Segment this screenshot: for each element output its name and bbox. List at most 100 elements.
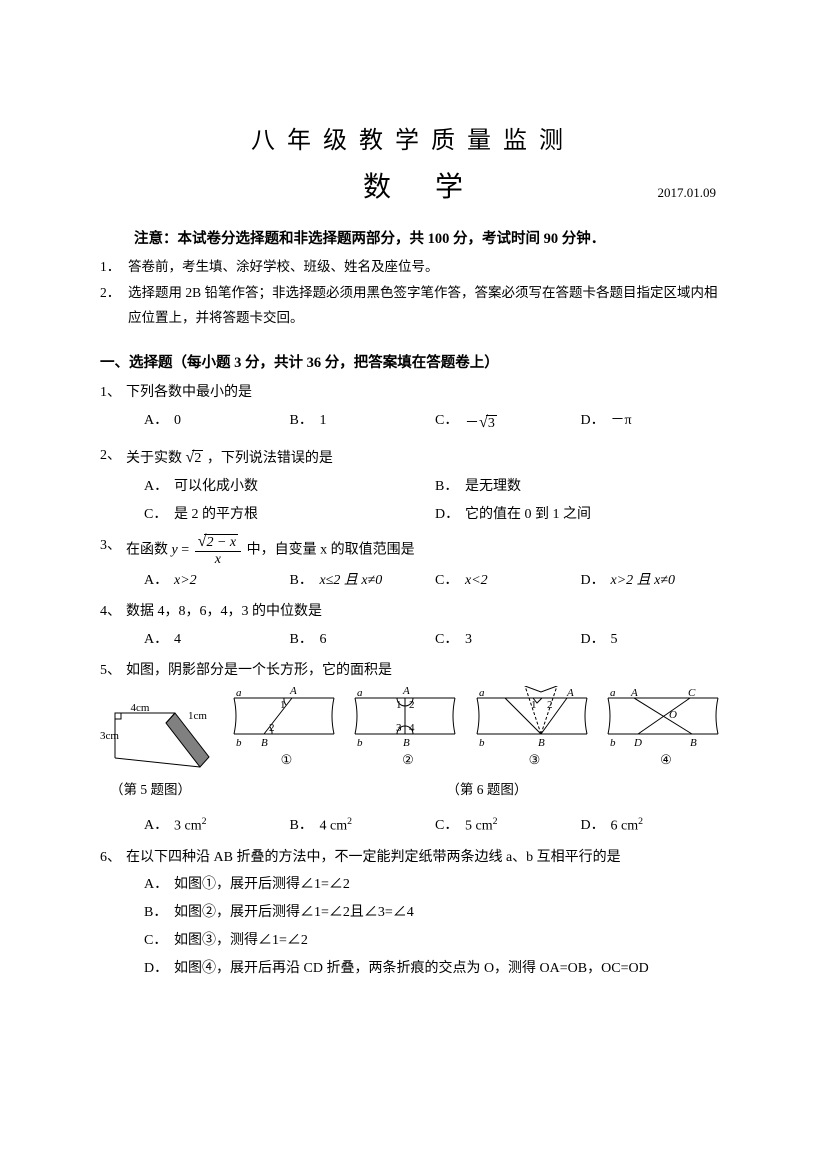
opt-label: B． [435,473,465,501]
opt-label: A． [144,473,174,501]
exam-date: 2017.01.09 [658,185,717,201]
svg-text:O: O [669,709,677,721]
opt-label: B． [290,407,320,439]
fold-diagram-icon: a b A B 1 2 [475,686,595,748]
question-4: 4、 数据 4，8，6，4，3 的中位数是 A．4 B．6 C．3 D．5 [100,599,726,654]
opt-c: x<2 [465,567,488,595]
opt-d: x>2 且 x≠0 [611,567,676,595]
svg-text:1: 1 [280,699,286,711]
svg-text:b: b [357,737,363,748]
caption-q6: （第 6 题图） [248,777,726,803]
figure-2: a b A B 1 2 3 4 ② [353,686,463,773]
svg-text:A: A [566,687,574,699]
q-num: 5、 [100,658,126,685]
opt-d: 6 cm2 [611,812,644,841]
opt-label: A． [144,407,174,439]
opt-label: A． [144,567,174,595]
svg-text:1cm: 1cm [188,710,207,722]
q-num: 1、 [100,380,126,407]
opt-label: C． [435,407,465,439]
svg-text:a: a [236,687,242,699]
opt-d: 如图④，展开后再沿 CD 折叠，两条折痕的交点为 O，测得 OA=OB，OC=O… [174,955,649,983]
opt-label: D． [144,955,174,983]
options: A．4 B．6 C．3 D．5 [100,626,726,654]
svg-text:b: b [479,737,485,748]
question-3: 3、 在函数 y = √2 − x x 中，自变量 x 的取值范围是 A．x>2… [100,533,726,595]
opt-label: D． [581,407,611,439]
opt-label: C． [435,812,465,841]
opt-label: B． [290,626,320,654]
opt-b: 6 [320,626,327,654]
options: A．可以化成小数 B．是无理数 [100,473,726,501]
rules-list: 1． 答卷前，考生填、涂好学校、班级、姓名及座位号。 2． 选择题用 2B 铅笔… [100,254,726,331]
rule-num: 1． [100,254,128,280]
fold-diagram-icon: a b A B 1 2 [232,686,342,748]
svg-text:a: a [610,687,616,699]
fig-label: ② [353,748,463,773]
svg-text:4cm: 4cm [131,703,150,714]
opt-label: D． [581,812,611,841]
svg-text:3cm: 3cm [100,730,119,742]
q-stem: 数据 4，8，6，4，3 的中位数是 [126,599,322,626]
opt-c: 是 2 的平方根 [174,501,258,529]
svg-text:B: B [403,737,410,748]
figure-q5: 4cm 1cm 3cm [100,703,220,773]
opt-c: 如图③，测得∠1=∠2 [174,927,308,955]
fig-label: ① [232,748,342,773]
opt-b: x≤2 且 x≠0 [320,567,383,595]
svg-text:B: B [538,737,545,748]
section-1-heading: 一、选择题（每小题 3 分，共计 36 分，把答案填在答题卷上） [100,351,726,372]
opt-a: 可以化成小数 [174,473,258,501]
opt-label: A． [144,871,174,899]
opt-b: 4 cm2 [320,812,353,841]
rule-text: 答卷前，考生填、涂好学校、班级、姓名及座位号。 [128,254,726,280]
options: A．如图①，展开后测得∠1=∠2 B．如图②，展开后测得∠1=∠2且∠3=∠4 … [100,871,726,983]
opt-b: 如图②，展开后测得∠1=∠2且∠3=∠4 [174,899,414,927]
q-stem: 在函数 y = √2 − x x 中，自变量 x 的取值范围是 [126,533,415,567]
page: 八年级教学质量监测 数学 2017.01.09 注意：本试卷分选择题和非选择题两… [0,0,826,1047]
figure-3: a b A B 1 2 ③ [475,686,595,773]
opt-d: －π [611,407,632,439]
opt-label: C． [144,927,174,955]
opt-label: D． [581,626,611,654]
question-1: 1、 下列各数中最小的是 A．0 B．1 C． －√3 D．－π [100,380,726,439]
q-num: 6、 [100,845,126,872]
options: A．x>2 B．x≤2 且 x≠0 C．x<2 D．x>2 且 x≠0 [100,567,726,595]
options: A．0 B．1 C． －√3 D．－π [100,407,726,439]
q-stem: 下列各数中最小的是 [126,380,252,407]
q-num: 2、 [100,443,126,474]
rule-item: 2． 选择题用 2B 铅笔作答；非选择题必须用黑色签字笔作答，答案必须写在答题卡… [100,280,726,331]
opt-a: x>2 [174,567,197,595]
figures-row: 4cm 1cm 3cm a b A B 1 2 [100,693,726,773]
question-2: 2、 关于实数 √2 ，下列说法错误的是 A．可以化成小数 B．是无理数 C．是… [100,443,726,530]
fig-label: ④ [606,748,726,773]
svg-text:a: a [479,687,485,699]
fold-diagram-icon: a b A B 1 2 3 4 [353,686,463,748]
svg-text:B: B [261,737,268,748]
opt-label: A． [144,626,174,654]
q-num: 3、 [100,533,126,567]
opt-b: 1 [320,407,327,439]
svg-text:A: A [630,687,638,699]
opt-d: 5 [611,626,618,654]
fold-diagram-icon: a b A C D B O [606,686,726,748]
opt-c: －√3 [465,407,497,439]
figure-captions: （第 5 题图） （第 6 题图） [100,777,726,803]
svg-text:b: b [610,737,616,748]
figure-1: a b A B 1 2 ① [232,686,342,773]
question-5: 5、 如图，阴影部分是一个长方形，它的面积是 4cm [100,658,726,841]
svg-text:C: C [688,687,696,699]
options: A．3 cm2 B．4 cm2 C．5 cm2 D．6 cm2 [100,812,726,841]
q-stem: 关于实数 √2 ，下列说法错误的是 [126,443,333,474]
opt-label: B． [290,812,320,841]
opt-label: C． [435,626,465,654]
main-title: 八年级教学质量监测 [100,120,726,155]
opt-label: C． [435,567,465,595]
opt-label: D． [581,567,611,595]
opt-a: 如图①，展开后测得∠1=∠2 [174,871,350,899]
opt-c: 5 cm2 [465,812,498,841]
opt-b: 是无理数 [465,473,521,501]
opt-label: B． [290,567,320,595]
sub-title: 数学 [319,165,507,205]
svg-text:a: a [357,687,363,699]
